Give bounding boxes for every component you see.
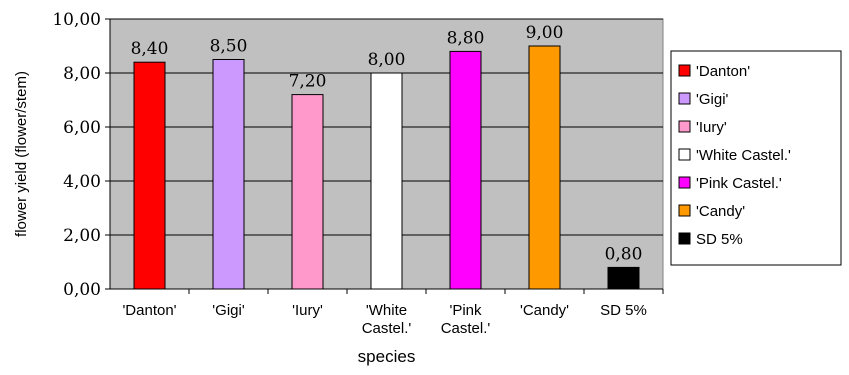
legend-swatch — [678, 120, 691, 133]
legend-swatch — [678, 204, 691, 217]
legend-swatch — [678, 232, 691, 245]
data-label: 7,20 — [289, 72, 327, 92]
legend-label: 'Danton' — [696, 63, 750, 80]
bar — [212, 59, 245, 290]
bar — [607, 266, 640, 290]
legend-label: 'Iury' — [696, 119, 727, 136]
y-tick-label: 0,00 — [63, 280, 101, 300]
x-tick-label: 'Gigi' — [212, 302, 245, 319]
x-tick-label: 'Candy' — [520, 302, 569, 319]
y-tick-label: 8,00 — [63, 64, 101, 84]
y-tick-label: 2,00 — [63, 226, 101, 246]
data-label: 8,80 — [447, 28, 485, 48]
data-label: 8,50 — [210, 37, 248, 57]
y-tick-label: 4,00 — [63, 172, 101, 192]
legend-swatch — [678, 64, 691, 77]
legend-box — [670, 50, 842, 266]
x-axis-label: species — [358, 347, 416, 366]
bar — [449, 50, 482, 290]
x-tick-label: 'White — [366, 302, 407, 319]
legend-label: SD 5% — [696, 231, 743, 248]
y-axis-label: flower yield (flower/stem) — [13, 71, 30, 237]
legend-label: 'White Castel.' — [696, 147, 791, 164]
bar — [528, 45, 561, 290]
bar — [291, 94, 324, 290]
x-tick-label: 'Iury' — [292, 302, 323, 319]
x-tick-label: 'Pink — [449, 302, 482, 319]
legend-label: 'Pink Castel.' — [696, 175, 782, 192]
y-tick-label: 10,00 — [52, 10, 101, 30]
bar — [133, 61, 166, 290]
x-tick-label: Castel.' — [362, 320, 412, 337]
legend-swatch — [678, 176, 691, 189]
x-tick-label: Castel.' — [441, 320, 491, 337]
data-label: 0,80 — [605, 244, 643, 264]
data-label: 9,00 — [526, 23, 564, 43]
x-tick-label: 'Danton' — [122, 302, 176, 319]
legend-label: 'Gigi' — [696, 91, 729, 108]
legend-swatch — [678, 92, 691, 105]
data-label: 8,40 — [131, 39, 169, 59]
y-tick-label: 6,00 — [63, 118, 101, 138]
legend-swatch — [678, 148, 691, 161]
bar — [370, 72, 403, 290]
x-tick-label: SD 5% — [600, 302, 647, 319]
data-label: 8,00 — [368, 50, 406, 70]
legend-label: 'Candy' — [696, 203, 745, 220]
